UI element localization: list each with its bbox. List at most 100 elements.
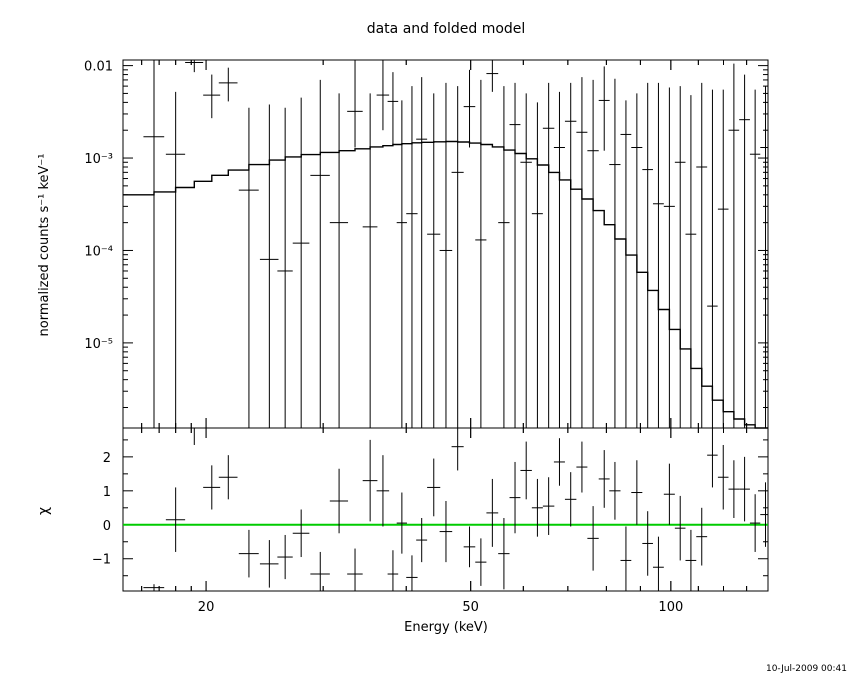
data-point	[238, 107, 259, 428]
residual-point	[542, 477, 555, 535]
residual-point	[674, 495, 686, 561]
residual-point	[416, 517, 428, 563]
residual-point	[739, 456, 750, 522]
residual-point	[553, 438, 565, 486]
y-tick-label: 0.01	[84, 60, 113, 75]
residual-point	[203, 465, 221, 510]
residual-point	[587, 506, 599, 571]
y-tick-label: 0	[103, 519, 111, 534]
residual-point	[509, 461, 521, 534]
data-point	[387, 72, 399, 145]
y-tick-label: 10⁻⁵	[84, 337, 113, 352]
top-panel-ticks	[122, 60, 769, 428]
residual-point	[609, 461, 621, 520]
bottom-panel-ticks	[122, 428, 769, 591]
residual-point	[347, 548, 363, 591]
data-point	[362, 93, 378, 428]
residual-point	[760, 482, 768, 547]
data-point	[652, 82, 664, 428]
residual-point	[598, 450, 610, 508]
data-point	[486, 60, 499, 92]
data-point	[685, 95, 697, 428]
residual-point	[498, 517, 510, 590]
data-point	[292, 97, 310, 428]
x-tick-label: 50	[462, 600, 479, 615]
residual-point	[451, 428, 464, 471]
residual-point	[620, 526, 632, 591]
timestamp: 10-Jul-2009 00:41	[766, 664, 847, 674]
data-point	[620, 100, 632, 428]
residual-point	[329, 468, 349, 534]
residual-point	[310, 551, 330, 591]
data-point	[531, 102, 543, 428]
data-point	[498, 86, 510, 428]
y-tick-label: −1	[92, 553, 111, 568]
residual-point	[277, 534, 293, 580]
data-point	[760, 86, 768, 428]
data-point	[218, 67, 238, 102]
data-point	[439, 82, 453, 428]
residual-point	[642, 511, 653, 576]
data-point	[310, 79, 330, 428]
residual-point	[728, 460, 740, 518]
residual-point	[663, 463, 675, 525]
data-point	[576, 77, 588, 428]
data-point	[259, 104, 279, 428]
data-point	[564, 82, 577, 428]
residual-point	[475, 538, 487, 586]
residual-point	[143, 584, 165, 591]
data-point	[587, 79, 599, 428]
residual-point	[165, 487, 186, 552]
y-tick-label: 1	[103, 485, 111, 500]
bottom-panel-y-tick-labels: −1 0 1 2	[92, 451, 111, 568]
data-point	[728, 63, 740, 428]
bottom-y-axis-label: χ	[36, 507, 52, 515]
data-point	[749, 89, 761, 428]
data-point	[406, 86, 418, 428]
data-point	[520, 93, 532, 428]
x-axis-label: Energy (keV)	[404, 620, 488, 635]
data-point	[376, 60, 390, 131]
data-point	[663, 87, 675, 428]
chart-title: data and folded model	[367, 21, 526, 37]
residual-point	[387, 550, 399, 591]
x-tick-labels: 20 50 100	[198, 600, 683, 615]
data-point	[165, 91, 186, 428]
residual-point	[531, 478, 543, 537]
data-point	[674, 86, 686, 428]
residual-point	[238, 529, 259, 578]
data-point	[416, 77, 428, 428]
residual-point	[652, 536, 664, 591]
residual-point	[185, 427, 204, 445]
residual-data-points	[143, 427, 768, 591]
residual-point	[707, 428, 718, 488]
residual-point	[427, 458, 441, 517]
data-point	[609, 78, 621, 428]
residual-point	[717, 444, 729, 510]
residual-point	[463, 526, 476, 568]
residual-point	[259, 540, 279, 588]
residual-point	[576, 441, 588, 493]
data-point	[707, 89, 718, 428]
data-point	[717, 89, 729, 428]
x-tick-label: 20	[198, 600, 215, 615]
data-point	[696, 82, 708, 428]
top-panel-data-points	[143, 60, 768, 428]
data-point	[427, 93, 441, 428]
data-point	[347, 60, 363, 148]
data-point	[277, 107, 293, 428]
residual-point	[396, 492, 407, 554]
residual-point	[631, 460, 643, 525]
data-point	[143, 60, 165, 428]
data-point	[542, 82, 555, 428]
residual-point	[486, 478, 499, 547]
data-point	[463, 69, 476, 148]
top-panel-y-tick-labels: 0.01 10⁻³ 10⁻⁴ 10⁻⁵	[84, 60, 113, 352]
x-tick-label: 100	[658, 600, 683, 615]
data-point	[553, 91, 565, 428]
data-point	[739, 74, 750, 428]
data-point	[203, 74, 221, 119]
residual-point	[520, 441, 532, 500]
data-point	[329, 93, 349, 428]
